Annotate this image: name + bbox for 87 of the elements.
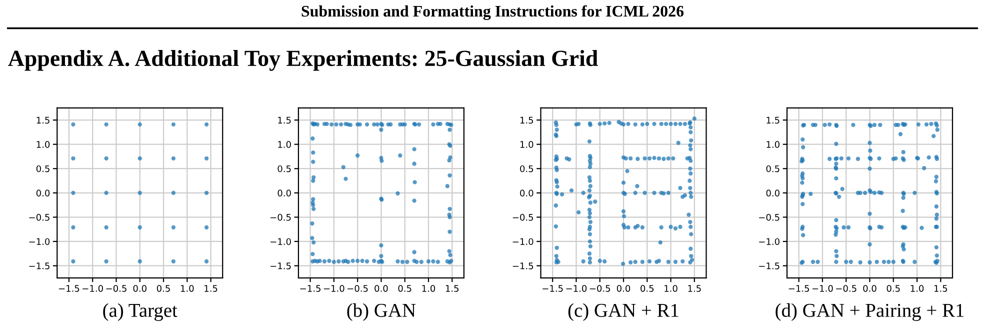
y-tick-label: −1.0: [29, 238, 50, 246]
x-tick-label: 0.5: [886, 284, 900, 292]
y-tick-label: 1.0: [278, 141, 291, 148]
x-tick-label: −0.5: [348, 284, 368, 292]
y-tick-label: −0.5: [270, 214, 291, 221]
point: [71, 190, 76, 195]
y-tick-label: −1.5: [512, 262, 534, 270]
x-tick-label: 1.0: [422, 284, 436, 292]
y-tick-label: 0.0: [278, 190, 291, 196]
x-axis-title: (b) GAN: [347, 303, 416, 321]
text: Appendix A. Additional Toy Experiments: 25-Gaussian Grid: [8, 50, 598, 71]
x-tick-label: 0.0: [374, 284, 388, 292]
point: [104, 259, 108, 264]
y-tick-label: 1.5: [278, 116, 291, 124]
point: [71, 122, 76, 126]
point: [138, 190, 142, 195]
point: [138, 156, 142, 160]
y-tick-label: 0.0: [36, 190, 50, 196]
y-tick-label: 0.0: [520, 190, 534, 196]
y-tick-label: 1.0: [766, 141, 780, 148]
y-tick-label: −1.5: [270, 262, 291, 270]
point: [171, 122, 176, 126]
y-tick-label: −1.5: [759, 262, 780, 270]
y-tick-label: −1.0: [270, 238, 291, 246]
x-tick-label: 1.5: [688, 285, 701, 292]
x-tick-label: 0.5: [398, 284, 412, 292]
point: [138, 259, 142, 264]
y-tick-label: 1.0: [520, 141, 534, 148]
point: [104, 122, 108, 126]
y-tick-label: 0.5: [520, 165, 534, 172]
x-axis-title: (d) GAN + Pairing + R1: [776, 303, 964, 321]
x-tick-label: 1.5: [446, 285, 459, 292]
point: [138, 225, 142, 230]
x-tick-label: 0.0: [133, 284, 146, 292]
y-tick-label: 1.5: [520, 116, 534, 124]
point: [171, 156, 176, 160]
x-tick-label: 1.0: [180, 284, 194, 292]
x-tick-label: −1.5: [58, 285, 80, 292]
x-tick-label: 1.5: [204, 285, 218, 292]
point: [71, 156, 76, 160]
text: Submission and Formatting Instructions for ICML 2026: [302, 5, 684, 20]
y-tick-label: 1.0: [36, 141, 50, 148]
point: [104, 225, 108, 230]
x-tick-label: −0.5: [106, 284, 126, 292]
y-tick-label: −0.5: [759, 214, 780, 221]
x-tick-label: 1.5: [934, 285, 948, 292]
point: [204, 259, 209, 264]
x-tick-label: −1.0: [82, 284, 103, 292]
point: [71, 225, 76, 230]
point: [204, 225, 209, 230]
y-tick-label: −0.5: [29, 214, 50, 221]
point: [104, 190, 108, 195]
point: [171, 259, 176, 264]
y-tick-label: −1.0: [512, 238, 534, 246]
point: [204, 156, 209, 160]
x-tick-label: 0.5: [640, 284, 654, 292]
x-tick-label: −1.0: [812, 284, 833, 292]
point: [204, 190, 209, 195]
point: [71, 259, 76, 264]
x-tick-label: −1.5: [788, 285, 810, 292]
x-tick-label: 1.0: [910, 284, 924, 292]
y-tick-label: −1.5: [29, 262, 50, 270]
point: [171, 225, 176, 230]
x-tick-label: 0.0: [616, 284, 630, 292]
x-tick-label: −1.0: [324, 284, 344, 292]
y-tick-label: −0.5: [512, 214, 534, 221]
point: [171, 190, 176, 195]
x-axis-title: (c) GAN + R1: [568, 303, 678, 321]
x-tick-label: −1.0: [566, 284, 587, 292]
x-axis-title: (a) Target: [103, 303, 178, 321]
x-tick-label: −1.5: [300, 285, 320, 292]
x-tick-label: −0.5: [590, 284, 610, 292]
point: [104, 156, 108, 160]
x-tick-label: 0.5: [156, 284, 170, 292]
point: [138, 122, 142, 126]
y-tick-label: 0.5: [278, 165, 291, 172]
y-tick-label: 0.0: [766, 190, 780, 196]
x-tick-label: 1.0: [664, 284, 678, 292]
x-tick-label: −0.5: [836, 284, 856, 292]
y-tick-label: 0.5: [36, 165, 50, 172]
y-tick-label: 1.5: [36, 116, 50, 124]
x-tick-label: 0.0: [863, 284, 876, 292]
y-tick-label: 0.5: [766, 165, 780, 172]
y-tick-label: −1.0: [759, 238, 780, 246]
y-tick-label: 1.5: [766, 116, 780, 124]
point: [204, 122, 209, 126]
x-tick-label: −1.5: [542, 285, 563, 292]
